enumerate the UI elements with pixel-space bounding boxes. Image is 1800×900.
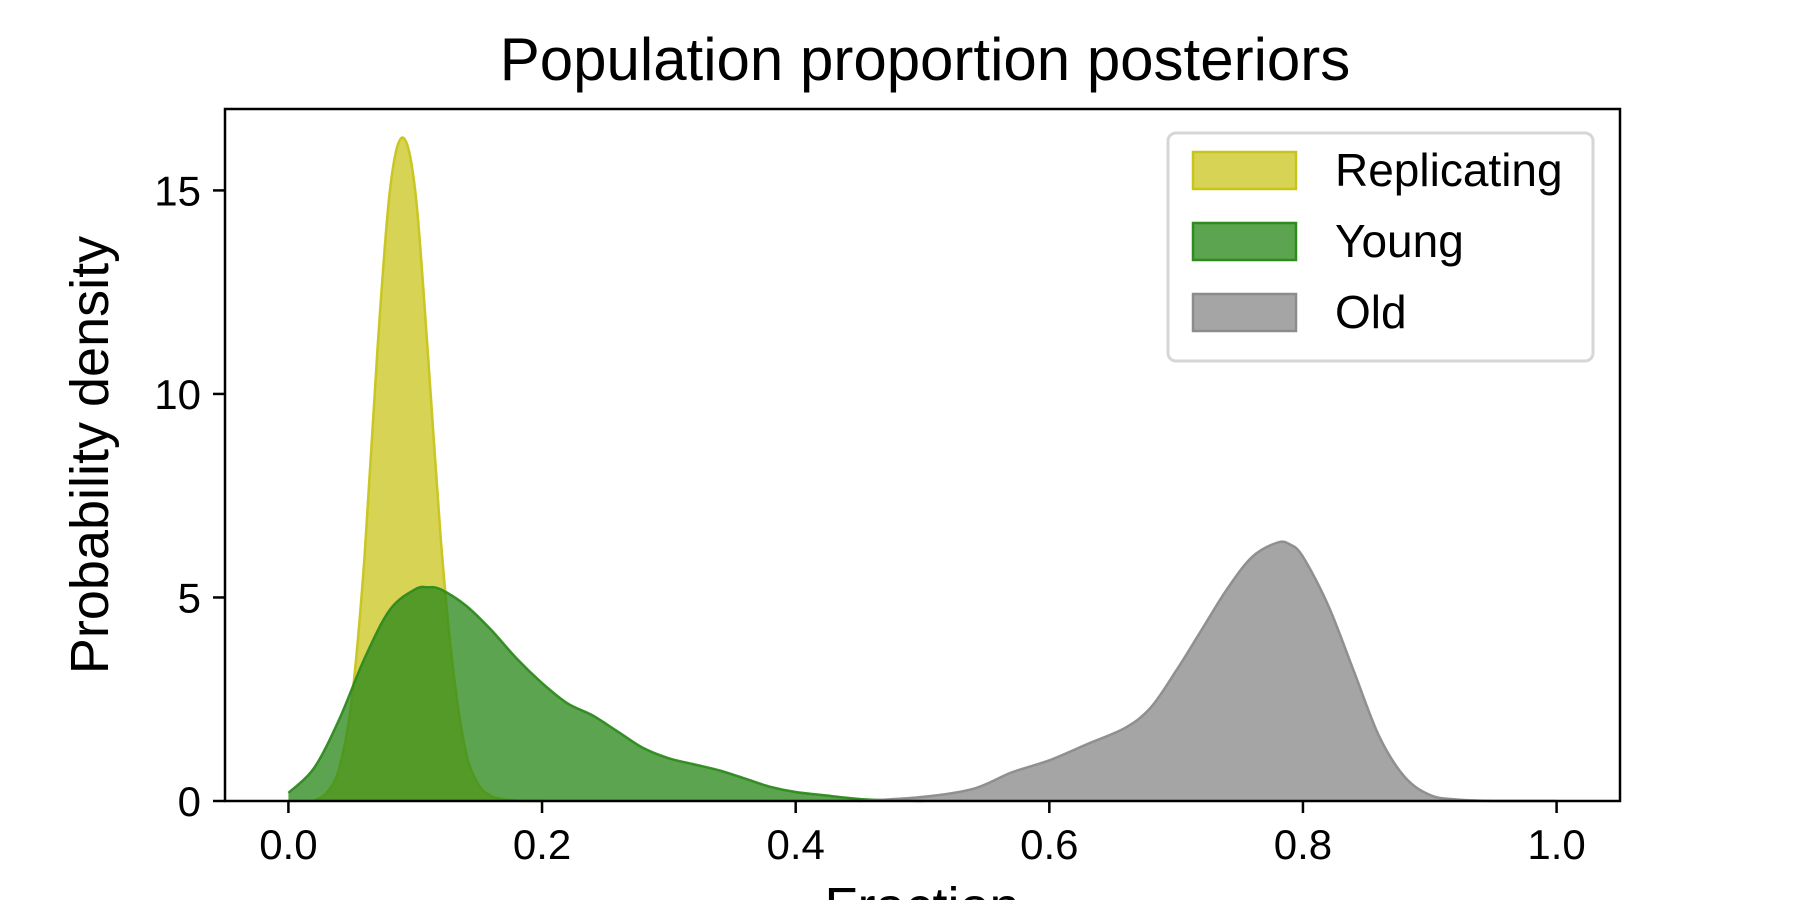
series-line-old <box>859 540 1557 803</box>
plot-frame <box>223 107 1622 803</box>
x-tick-label: 0.4 <box>766 821 824 868</box>
y-axis-label: Probability density <box>60 236 120 674</box>
x-tick-label: 0.8 <box>1274 821 1332 868</box>
y-axis-ticks: 0 5 10 15 <box>154 167 225 825</box>
y-tick-label: 5 <box>178 574 201 621</box>
x-tick-label: 0.6 <box>1020 821 1078 868</box>
legend-label-young: Young <box>1335 215 1464 267</box>
series-area-old <box>859 541 1557 801</box>
legend: Replicating Young Old <box>1166 131 1595 363</box>
legend-items: Replicating Young Old <box>1191 144 1563 338</box>
y-tick-label: 0 <box>178 778 201 825</box>
x-axis-ticks: 0.0 0.2 0.4 0.6 0.8 1.0 <box>259 801 1586 868</box>
y-tick-label: 15 <box>154 167 201 214</box>
series-area-young <box>288 586 923 801</box>
x-tick-label: 0.0 <box>259 821 317 868</box>
legend-swatch-replicating <box>1191 150 1298 191</box>
x-tick-label: 1.0 <box>1527 821 1585 868</box>
series-line-young <box>287 585 923 803</box>
legend-label-replicating: Replicating <box>1335 144 1563 196</box>
series-area-replicating <box>313 137 542 801</box>
y-tick-label: 10 <box>154 371 201 418</box>
series-layer <box>287 136 1557 803</box>
legend-swatch-young <box>1191 221 1298 262</box>
chart-title: Population proportion posteriors <box>500 26 1351 93</box>
legend-label-old: Old <box>1335 286 1407 338</box>
x-axis-label: Fraction <box>824 877 1019 900</box>
x-tick-label: 0.2 <box>513 821 571 868</box>
legend-swatch-old <box>1191 292 1298 333</box>
